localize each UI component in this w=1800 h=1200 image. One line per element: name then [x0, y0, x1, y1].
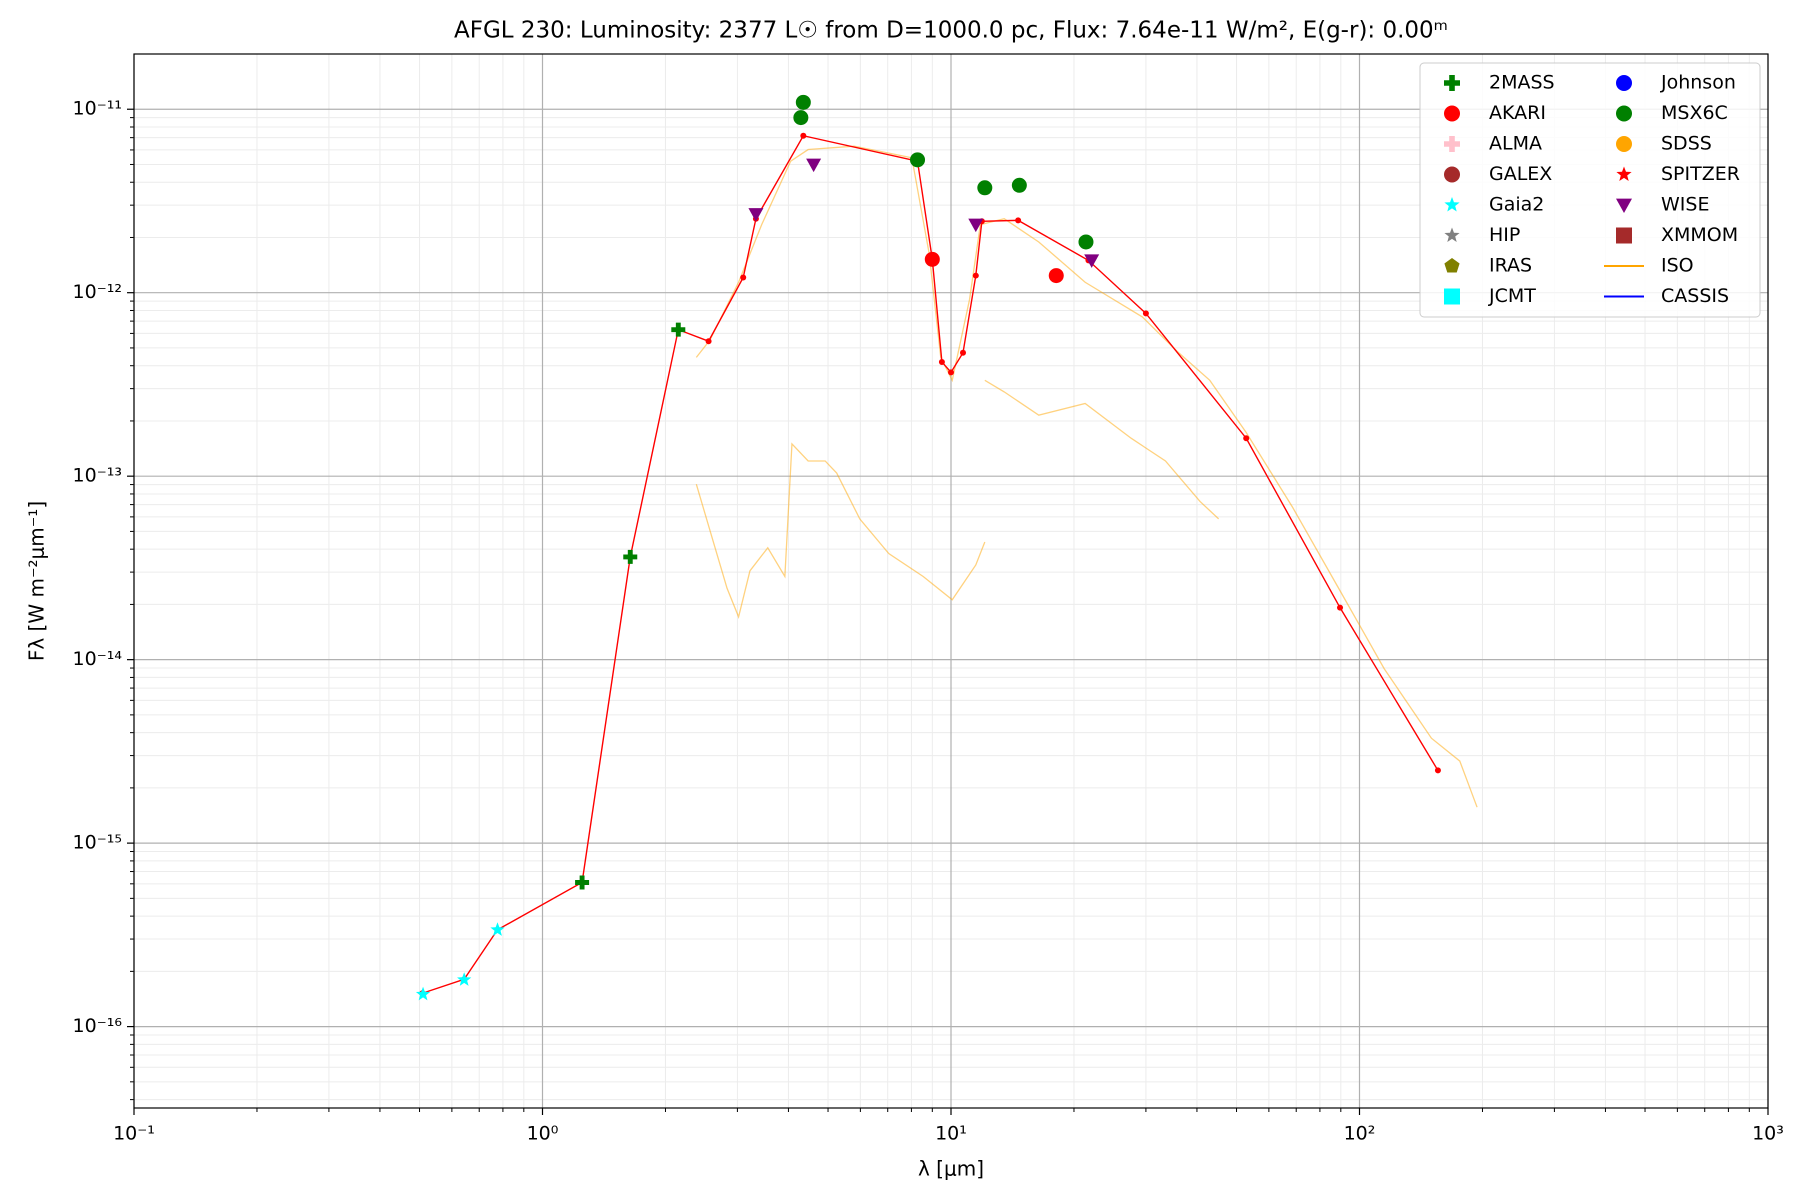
marker [806, 158, 822, 173]
sed-point [1434, 767, 1441, 774]
legend-label: Johnson [1660, 72, 1736, 94]
legend-label: ALMA [1489, 133, 1542, 155]
sed-point [705, 338, 712, 345]
sed-point [960, 349, 967, 356]
sed-point [1243, 435, 1250, 442]
legend-label: AKARI [1489, 102, 1546, 124]
y-tick-label: 10⁻¹¹ [73, 98, 122, 120]
sed-point [1015, 217, 1022, 224]
sed-point [948, 369, 954, 376]
marker [748, 208, 764, 222]
sed-point [740, 274, 747, 281]
y-tick-label: 10⁻¹⁵ [73, 832, 122, 854]
legend-box [1419, 62, 1761, 318]
spectrum-line [984, 379, 1220, 520]
marker [1444, 75, 1460, 91]
marker [671, 322, 686, 337]
marker [1444, 258, 1460, 273]
marker [1616, 227, 1632, 244]
y-tick-label: 10⁻¹⁶ [73, 1015, 122, 1037]
plot-frame [133, 53, 1769, 1109]
marker [1078, 234, 1094, 250]
marker [1616, 166, 1632, 181]
marker [1444, 105, 1460, 122]
sed-point [1337, 604, 1344, 611]
marker [910, 152, 926, 168]
marker [793, 110, 809, 126]
chart-title: AFGL 230: Luminosity: 2377 L☉ from D=100… [454, 18, 1448, 44]
marker [490, 922, 505, 936]
legend-label: JCMT [1488, 285, 1536, 307]
marker [575, 875, 590, 890]
legend-label: HIP [1489, 224, 1520, 246]
legend-label: SDSS [1661, 133, 1712, 155]
legend-label: 2MASS [1489, 72, 1555, 94]
sed-point [938, 359, 945, 366]
marker [1616, 136, 1632, 152]
marker [795, 94, 811, 110]
marker [457, 972, 472, 986]
y-tick-label: 10⁻¹³ [73, 465, 122, 487]
spectrum-line [695, 442, 986, 620]
legend-label: WISE [1661, 194, 1709, 216]
legend-label: SPITZER [1661, 163, 1740, 185]
x-tick-label: 10¹ [935, 1123, 967, 1145]
legend-label: Gaia2 [1489, 194, 1544, 216]
x-axis-label: λ [μm] [918, 1157, 984, 1181]
sed-point [972, 272, 979, 279]
marker [1444, 166, 1460, 183]
legend-label: CASSIS [1661, 285, 1729, 307]
legend-label: IRAS [1489, 255, 1532, 277]
plot-area [415, 94, 1478, 1001]
x-tick-label: 10³ [1752, 1123, 1784, 1145]
marker [1616, 198, 1632, 213]
marker [623, 549, 638, 564]
marker [1444, 288, 1460, 305]
marker [1084, 254, 1100, 268]
marker [1616, 75, 1632, 91]
sed-point [800, 132, 807, 139]
marker [1616, 105, 1632, 122]
marker [1011, 177, 1027, 193]
y-tick-label: 10⁻¹⁴ [73, 648, 123, 670]
marker [1048, 268, 1064, 284]
marker [1444, 136, 1460, 152]
x-tick-label: 10² [1344, 1123, 1376, 1145]
marker [1444, 197, 1460, 212]
x-tick-label: 10⁰ [527, 1123, 559, 1145]
legend-label: MSX6C [1661, 102, 1728, 124]
marker [968, 218, 984, 233]
legend-label: ISO [1661, 255, 1694, 277]
sed-point [1142, 310, 1149, 317]
y-axis-label: Fλ [W m⁻²μm⁻¹] [25, 501, 49, 661]
y-tick-label: 10⁻¹² [73, 281, 122, 303]
marker [924, 251, 940, 267]
x-tick-label: 10⁻¹ [113, 1123, 155, 1145]
marker [1444, 227, 1460, 242]
legend-label: GALEX [1489, 163, 1552, 185]
marker [977, 180, 993, 196]
legend-label: XMMOM [1661, 224, 1738, 246]
marker [415, 986, 431, 1001]
